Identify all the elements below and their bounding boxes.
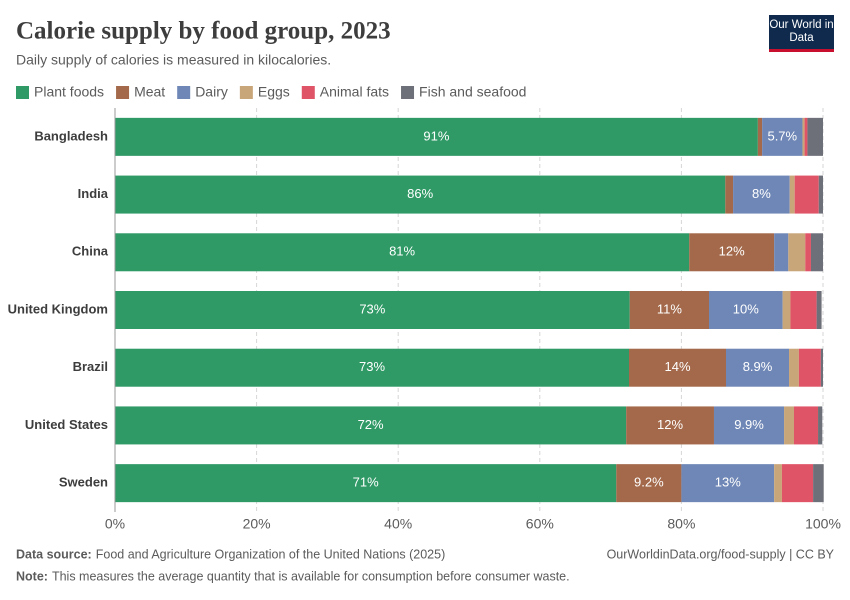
logo-holder: Our World in Data — [769, 19, 834, 44]
bar-segment — [807, 117, 823, 156]
bar-segment — [115, 348, 630, 387]
bar-segment — [802, 117, 805, 156]
bar-segment — [726, 348, 790, 387]
legend-swatch — [239, 86, 253, 99]
value-label: 86% — [407, 186, 433, 201]
bar-segment — [784, 406, 794, 445]
bar-segment — [626, 406, 714, 445]
legend-swatch — [16, 86, 29, 99]
value-label: 13% — [715, 475, 741, 490]
category-label: Bangladesh — [34, 128, 108, 143]
bar-segment — [804, 117, 808, 156]
value-label: 8.9% — [743, 359, 773, 374]
logo-stripe — [769, 49, 834, 52]
bar-segment — [781, 464, 814, 503]
value-label: 73% — [359, 359, 385, 374]
bar-segment — [629, 291, 710, 329]
value-label: 81% — [389, 244, 415, 259]
source: Food and Agriculture Organization of the… — [96, 547, 446, 561]
category-label: United States — [25, 417, 108, 432]
source-line: Data source: Food and Agriculture Organi… — [16, 547, 445, 561]
value-label: 8% — [752, 186, 771, 201]
value-label: 11% — [657, 301, 682, 316]
legend-label: Eggs — [258, 84, 290, 100]
x-tick-label: 0% — [105, 516, 125, 532]
legend-swatch — [177, 86, 191, 99]
bar-segment — [115, 117, 758, 156]
category-label: India — [78, 186, 109, 201]
bar-segment — [762, 117, 803, 156]
bar-segment — [813, 464, 824, 503]
logo-box — [769, 15, 834, 52]
bar-segment — [789, 175, 795, 214]
bar-segment — [709, 291, 783, 329]
x-tick-label: 80% — [667, 516, 695, 532]
bar-segment — [115, 464, 617, 503]
bar-segment — [788, 233, 806, 272]
subtitle: Daily supply of calories is measured in … — [16, 52, 331, 68]
legend-swatch — [301, 86, 315, 99]
legend-swatch — [401, 86, 415, 99]
x-tick-label: 60% — [526, 516, 554, 532]
value-label: 9.9% — [734, 417, 764, 432]
note-label: Note: — [16, 569, 48, 583]
source-label: Data source: — [16, 547, 92, 561]
x-tick-label: 100% — [805, 516, 841, 532]
bar-segment — [689, 233, 775, 272]
url: OurWorldinData.org/food-supply | CC BY — [607, 547, 835, 561]
value-label: 71% — [353, 475, 379, 490]
value-label: 10% — [733, 301, 759, 316]
bar-segment — [713, 406, 785, 445]
bar-segment — [798, 348, 821, 387]
bar-segment — [789, 348, 799, 387]
chart-title: Calorie supply by food group, 2023 — [16, 18, 391, 45]
bar-segment — [629, 348, 727, 387]
legend-label: Animal fats — [320, 84, 389, 100]
value-label: 12% — [657, 417, 683, 432]
value-label: 5.7% — [767, 128, 797, 143]
bar-segment — [115, 291, 630, 329]
bar-segment — [774, 464, 782, 503]
legend-label: Dairy — [195, 84, 228, 100]
bar-segment — [115, 175, 726, 214]
bar-segment — [782, 291, 791, 329]
logo: Our World in Data — [769, 19, 834, 44]
value-label: 12% — [719, 244, 745, 259]
category-label: China — [72, 244, 109, 259]
bar-segment — [790, 291, 817, 329]
bar-segment — [818, 175, 823, 214]
value-label: 9.2% — [634, 475, 664, 490]
value-label: 72% — [358, 417, 384, 432]
bar-segment — [816, 291, 822, 329]
bar-segment — [793, 406, 819, 445]
value-label: 91% — [423, 128, 449, 143]
bar-segment — [774, 233, 789, 272]
value-label: 73% — [359, 301, 385, 316]
legend-swatch — [116, 86, 130, 99]
bar-segment — [818, 406, 823, 445]
legend-label: Meat — [134, 84, 165, 100]
value-label: 14% — [664, 359, 690, 374]
bar-segment — [733, 175, 790, 214]
category-label: United Kingdom — [8, 301, 108, 316]
bar-segment — [115, 233, 690, 272]
legend-label: Plant foods — [34, 84, 104, 100]
bar-segment — [757, 117, 763, 156]
bar-segment — [115, 406, 627, 445]
x-tick-label: 20% — [243, 516, 271, 532]
bar-segment — [681, 464, 775, 503]
bar-segment — [805, 233, 811, 272]
bar-segment — [794, 175, 819, 214]
bar-segment — [820, 348, 823, 387]
category-label: Brazil — [73, 359, 108, 374]
legend-label: Fish and seafood — [419, 84, 526, 100]
bar-segment — [616, 464, 682, 503]
x-tick-label: 40% — [384, 516, 412, 532]
category-label: Sweden — [59, 475, 108, 490]
note: This measures the average quantity that … — [52, 569, 570, 583]
bar-segment — [725, 175, 734, 214]
bar-segment — [810, 233, 823, 272]
